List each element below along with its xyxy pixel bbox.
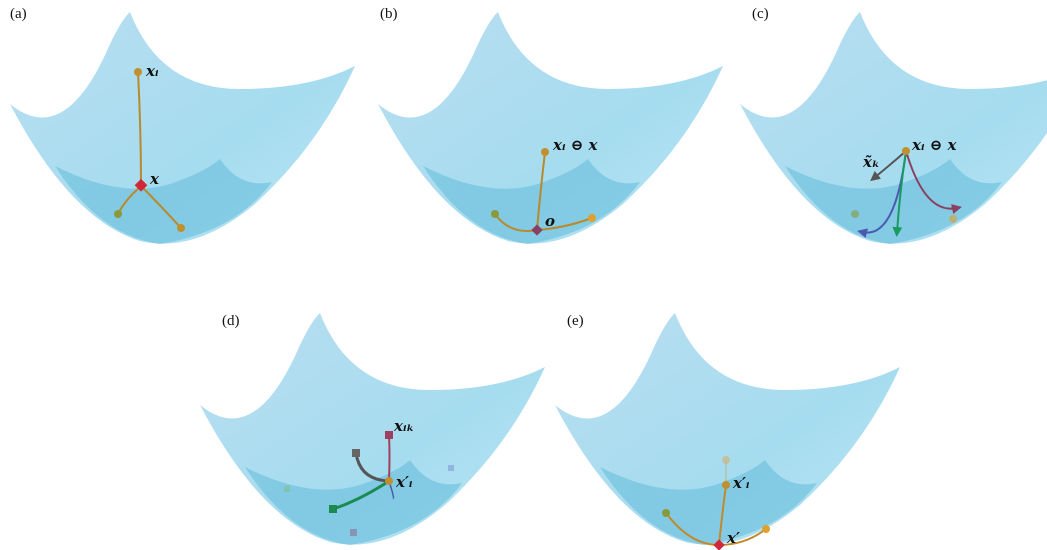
surface [200, 313, 545, 545]
point [491, 210, 499, 218]
annotation: x′ᵢ [732, 474, 750, 492]
point [177, 224, 185, 232]
panel-label: (c) [752, 6, 769, 22]
point [902, 147, 910, 155]
point [350, 529, 357, 536]
annotation: o [545, 212, 555, 230]
annotation: x′ [726, 529, 740, 547]
panel-e: (e) x′ᵢ x′ [555, 313, 900, 550]
annotation: xᵢ [145, 62, 159, 80]
point [662, 509, 670, 517]
annotation: x̃ₖ [862, 153, 880, 171]
point [722, 481, 730, 489]
panel-d: (d) xᵢₖ x′ᵢ [200, 313, 545, 545]
annotation: xᵢₖ [393, 417, 414, 435]
figure: (a) xᵢ x (b) xᵢ ⊖ x o (c) x̃ₖ xᵢ ⊖ x [0, 0, 1047, 550]
point [588, 214, 596, 222]
point [541, 148, 549, 156]
point [134, 68, 142, 76]
annotation: xᵢ ⊖ x [911, 136, 958, 154]
point [949, 215, 957, 223]
point [851, 210, 859, 218]
panel-label: (a) [10, 6, 27, 22]
panel-label: (e) [567, 313, 584, 329]
curve [389, 435, 390, 481]
point [385, 431, 393, 439]
surface [378, 12, 723, 244]
surface [555, 313, 900, 545]
annotation: x [149, 170, 160, 188]
panel-label: (d) [222, 313, 240, 329]
panel-label: (b) [380, 6, 398, 22]
point [448, 465, 454, 471]
annotation: x′ᵢ [395, 473, 413, 491]
point [114, 210, 122, 218]
point [352, 449, 360, 457]
panel-b: (b) xᵢ ⊖ x o [378, 6, 723, 244]
surface [10, 12, 355, 244]
annotation: xᵢ ⊖ x [552, 136, 599, 154]
panel-c: (c) x̃ₖ xᵢ ⊖ x [740, 6, 1047, 244]
point [329, 505, 337, 513]
point [284, 486, 290, 492]
point [385, 477, 393, 485]
point [762, 525, 770, 533]
point [722, 456, 730, 464]
panel-a: (a) xᵢ x [10, 6, 355, 244]
